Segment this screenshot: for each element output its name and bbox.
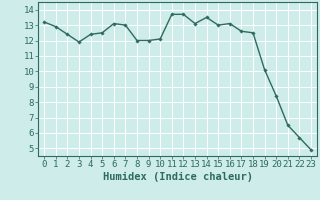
X-axis label: Humidex (Indice chaleur): Humidex (Indice chaleur) <box>103 172 252 182</box>
